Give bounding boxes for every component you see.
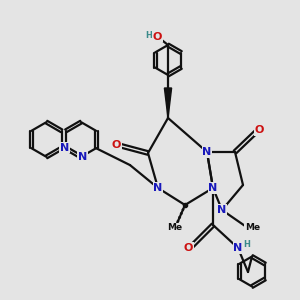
Text: Me: Me	[167, 224, 183, 232]
Text: N: N	[153, 183, 163, 193]
Text: O: O	[112, 140, 121, 150]
Text: N: N	[78, 152, 87, 162]
Text: N: N	[233, 243, 243, 253]
Text: N: N	[60, 142, 69, 153]
Text: O: O	[153, 32, 162, 42]
Polygon shape	[164, 88, 172, 118]
Text: H: H	[244, 240, 250, 249]
Text: N: N	[202, 147, 211, 157]
Text: O: O	[184, 243, 193, 253]
Text: H: H	[146, 31, 152, 40]
Text: N: N	[218, 205, 226, 215]
Text: N: N	[208, 183, 217, 193]
Text: O: O	[255, 125, 264, 135]
Text: Me: Me	[245, 224, 260, 232]
